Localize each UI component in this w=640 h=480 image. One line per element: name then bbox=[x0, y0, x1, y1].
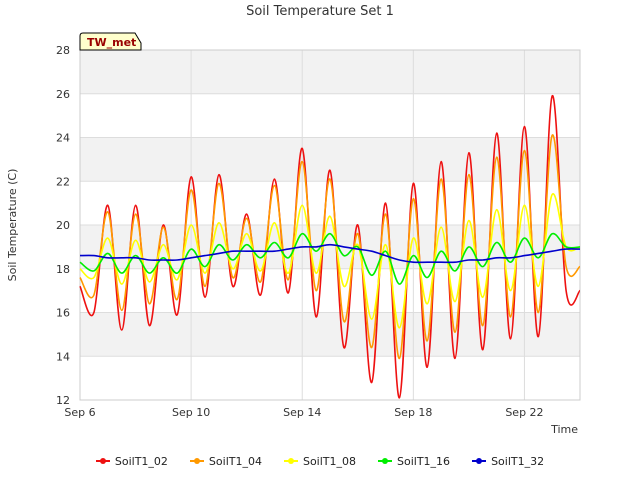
chart-title: Soil Temperature Set 1 bbox=[246, 4, 394, 19]
legend-swatch bbox=[95, 458, 110, 464]
plot-background-bands bbox=[80, 50, 580, 400]
y-tick-label: 26 bbox=[56, 88, 70, 101]
x-tick-label: Sep 6 bbox=[64, 406, 95, 419]
x-tick-label: Sep 10 bbox=[172, 406, 210, 419]
legend-label: SoilT1_04 bbox=[208, 454, 262, 468]
legend-item: SoilT1_32 bbox=[472, 452, 544, 470]
legend-item: SoilT1_16 bbox=[378, 452, 450, 470]
y-tick-label: 18 bbox=[56, 263, 70, 276]
series-line-soilt1-04 bbox=[79, 134, 581, 360]
chart-legend: SoilT1_02 SoilT1_04 SoilT1_08 SoilT1_16 Soil… bbox=[0, 452, 640, 470]
legend-item: SoilT1_08 bbox=[283, 452, 357, 470]
x-tick-label: Sep 14 bbox=[283, 406, 321, 419]
x-tick-label: Sep 22 bbox=[505, 406, 543, 419]
series-lines bbox=[79, 95, 581, 399]
legend-item: SoilT1_04 bbox=[189, 452, 262, 470]
legend-swatch bbox=[189, 458, 204, 464]
y-tick-label: 12 bbox=[56, 394, 70, 407]
plot-band bbox=[80, 181, 580, 225]
y-tick-label: 16 bbox=[56, 307, 70, 320]
plot-band bbox=[80, 50, 580, 94]
annotation-label: TW_met bbox=[87, 36, 136, 49]
y-tick-label: 28 bbox=[56, 44, 70, 57]
x-tick-labels: Sep 6 Sep 10 Sep 14 Sep 18 Sep 22 bbox=[64, 406, 543, 419]
legend-label: SoilT1_08 bbox=[302, 454, 357, 468]
x-tick-label: Sep 18 bbox=[394, 406, 432, 419]
y-tick-label: 22 bbox=[56, 175, 70, 188]
plot-band bbox=[80, 356, 580, 400]
legend-label: SoilT1_02 bbox=[114, 454, 168, 468]
legend-swatch bbox=[472, 458, 487, 464]
series-line-soilt1-32 bbox=[79, 243, 581, 264]
legend-item: SoilT1_02 bbox=[95, 452, 168, 470]
plot-band bbox=[80, 312, 580, 357]
plot-band bbox=[80, 225, 580, 269]
series-line-soilt1-16 bbox=[79, 232, 581, 285]
y-tick-label: 20 bbox=[56, 219, 70, 232]
legend-label: SoilT1_32 bbox=[491, 454, 545, 468]
plot-band bbox=[80, 268, 580, 313]
plot-band bbox=[80, 137, 580, 182]
legend-label: SoilT1_16 bbox=[397, 454, 451, 468]
y-axis-label: Soil Temperature (C) bbox=[6, 169, 19, 282]
plot-band bbox=[80, 93, 580, 138]
x-axis-label: Time bbox=[550, 423, 578, 436]
legend-swatch bbox=[378, 458, 393, 464]
legend-swatch bbox=[283, 458, 298, 464]
plot-frame bbox=[79, 49, 581, 401]
y-tick-label: 24 bbox=[56, 132, 70, 145]
y-tick-label: 14 bbox=[56, 350, 70, 363]
tw-met-annotation: TW_met bbox=[79, 32, 142, 51]
y-tick-labels: 12 14 16 18 20 22 24 26 28 bbox=[56, 44, 70, 407]
